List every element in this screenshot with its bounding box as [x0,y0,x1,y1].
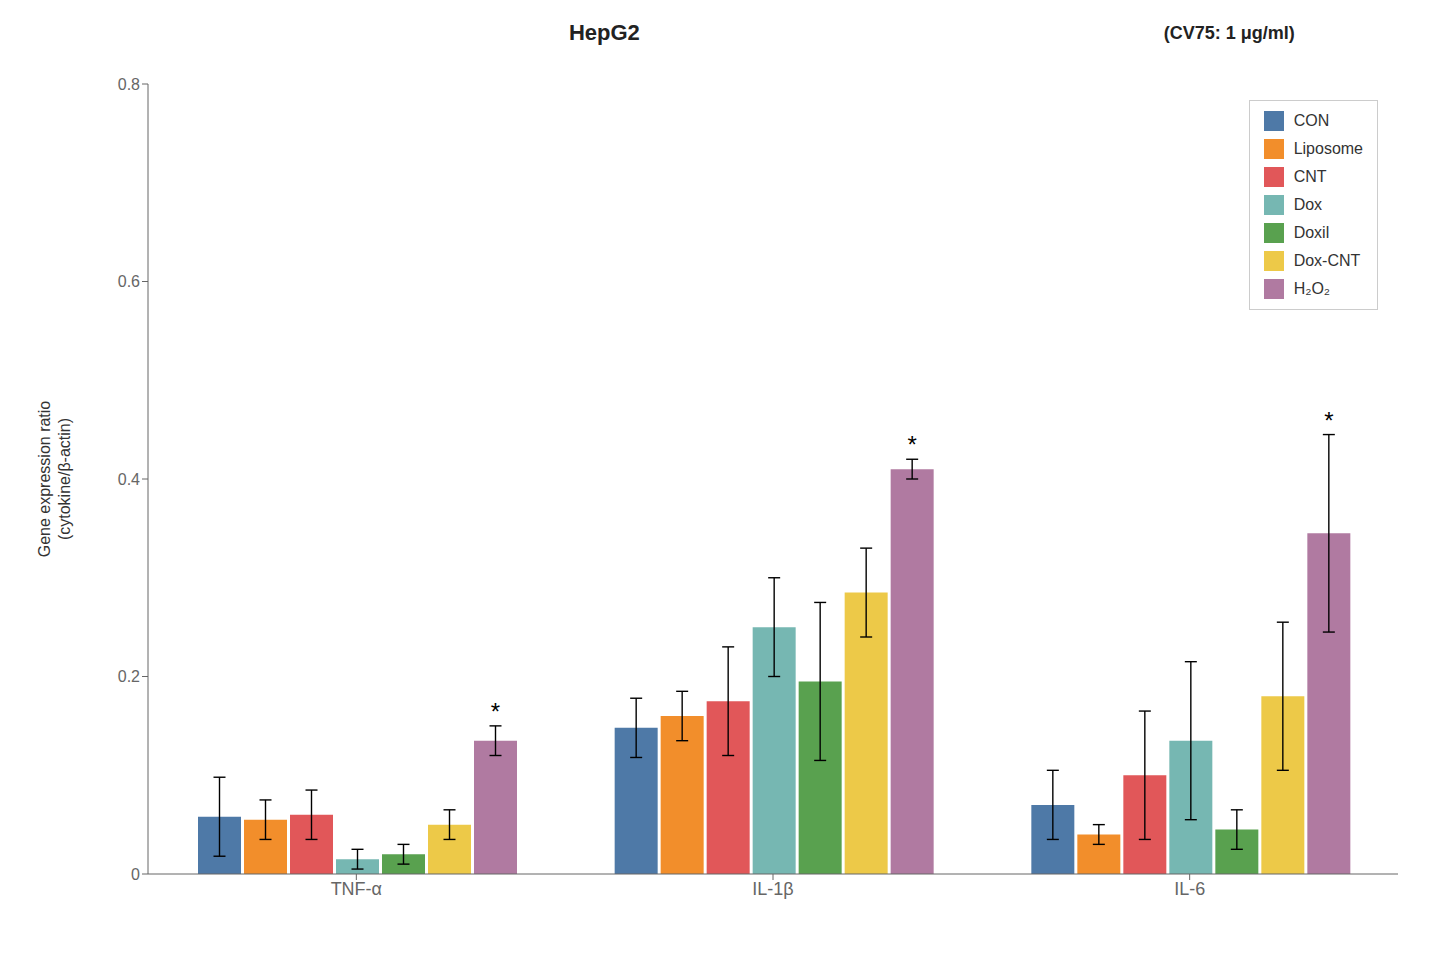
html-text:(CV75: 1 μg/ml): (CV75: 1 μg/ml) [1163,23,1295,43]
html-text:CNT: CNT [1293,168,1327,185]
svg-text:*: * [907,431,916,458]
svg-text:0.4: 0.4 [118,471,140,488]
html-text:Dox-CNT: Dox-CNT [1293,252,1361,269]
html-text:Doxil: Doxil [1293,224,1330,241]
svg-text:0: 0 [131,866,140,883]
svg-text:Gene expression ratio(cytokine: Gene expression ratio(cytokine/β-actin) [36,401,72,558]
html-text:Dox: Dox [1293,196,1323,213]
svg-text:TNF-α: TNF-α [331,879,382,899]
svg-text:0.2: 0.2 [118,668,140,685]
html-text:H₂O₂: H₂O₂ [1293,280,1330,297]
svg-text:*: * [491,698,500,725]
html-text:CON: CON [1293,112,1330,129]
svg-text:0.6: 0.6 [118,273,140,290]
svg-text:IL-1β: IL-1β [752,879,793,899]
svg-text:0.8: 0.8 [118,76,140,93]
html-text:Liposome: Liposome [1293,140,1363,157]
svg-text:*: * [1324,407,1333,434]
html-text:HepG2: HepG2 [568,20,640,45]
svg-text:IL-6: IL-6 [1174,879,1205,899]
